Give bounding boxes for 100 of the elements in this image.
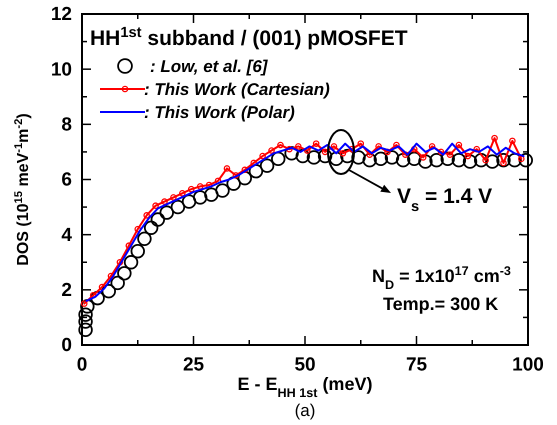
x-tick-label: 25 xyxy=(182,354,204,376)
legend-label: : This Work (Cartesian) xyxy=(144,80,330,99)
point xyxy=(192,190,208,205)
point xyxy=(429,152,444,168)
point xyxy=(152,202,159,209)
x-tick-label: 0 xyxy=(76,354,88,376)
point xyxy=(474,152,488,168)
point xyxy=(179,190,186,197)
point xyxy=(322,148,328,156)
y-tick-label: 8 xyxy=(61,114,72,136)
point xyxy=(306,150,322,165)
point xyxy=(271,152,286,166)
point xyxy=(491,134,498,142)
point xyxy=(396,152,410,168)
point xyxy=(296,148,310,164)
point xyxy=(224,165,230,172)
point xyxy=(110,276,125,290)
point xyxy=(452,152,466,168)
point xyxy=(206,182,212,188)
point xyxy=(496,152,511,168)
y-tick-label: 0 xyxy=(61,335,72,356)
point xyxy=(473,146,480,152)
x-tick-label: 50 xyxy=(294,354,316,376)
point xyxy=(374,152,388,166)
point xyxy=(277,142,284,148)
point xyxy=(362,152,377,168)
point xyxy=(130,244,145,258)
point xyxy=(456,142,462,148)
point xyxy=(402,151,409,158)
point xyxy=(312,140,320,147)
point xyxy=(428,143,436,150)
point xyxy=(462,154,478,169)
text: (a) xyxy=(294,401,316,420)
point xyxy=(375,143,382,150)
point xyxy=(393,142,400,148)
point xyxy=(485,154,500,169)
point xyxy=(509,138,516,144)
point xyxy=(507,152,522,168)
point xyxy=(170,194,177,201)
y-tick-label: 10 xyxy=(50,59,72,80)
point xyxy=(438,148,444,156)
point xyxy=(90,292,96,299)
point xyxy=(161,198,168,205)
point xyxy=(482,156,489,164)
point xyxy=(260,158,274,173)
point xyxy=(295,143,302,150)
annotation: V$_{s}$ = 1.4 V xyxy=(397,185,492,215)
point xyxy=(90,290,105,306)
point xyxy=(340,150,346,157)
point xyxy=(446,151,454,158)
point xyxy=(440,152,455,166)
point xyxy=(124,255,138,270)
point xyxy=(102,284,116,298)
y-tick-label: 2 xyxy=(61,280,72,301)
point xyxy=(284,146,299,160)
point xyxy=(226,176,241,191)
point xyxy=(196,183,204,190)
point xyxy=(248,164,264,178)
point xyxy=(78,307,93,322)
x-tick-label: 75 xyxy=(406,354,428,376)
point xyxy=(407,152,422,166)
point xyxy=(384,148,391,156)
text: HH$^{1st}$ subband / (001) pMOSFET xyxy=(90,25,408,50)
point xyxy=(357,140,364,147)
legend-label: : This Work (Polar) xyxy=(144,103,296,122)
point xyxy=(80,299,95,314)
point xyxy=(78,314,93,329)
annotation: Temp.= 300 K xyxy=(383,294,498,314)
point xyxy=(259,152,266,160)
point xyxy=(188,186,195,192)
point xyxy=(366,151,373,158)
point xyxy=(144,220,158,235)
point xyxy=(410,146,418,152)
point xyxy=(160,205,174,220)
point xyxy=(268,147,275,154)
point xyxy=(351,150,366,165)
y-tick-label: 4 xyxy=(61,224,72,246)
point xyxy=(182,194,196,209)
point xyxy=(330,143,338,150)
annotation: N$_{D}$ = 1x10$^{17}$ cm$^{-3}$ xyxy=(372,264,511,292)
point xyxy=(241,166,248,174)
point xyxy=(108,272,114,280)
point xyxy=(318,148,332,164)
point xyxy=(286,146,293,152)
point xyxy=(204,187,219,202)
point xyxy=(232,172,240,179)
point xyxy=(170,200,186,214)
point xyxy=(143,212,150,219)
point xyxy=(518,152,533,168)
point xyxy=(137,232,152,246)
point xyxy=(126,242,132,249)
point xyxy=(215,183,230,198)
point xyxy=(150,212,166,227)
point xyxy=(250,160,258,166)
point xyxy=(134,226,142,232)
point xyxy=(420,154,426,161)
point xyxy=(304,147,311,154)
legend-label: : Low, et al. [6] xyxy=(150,57,269,76)
point xyxy=(117,266,132,280)
point xyxy=(384,150,400,165)
